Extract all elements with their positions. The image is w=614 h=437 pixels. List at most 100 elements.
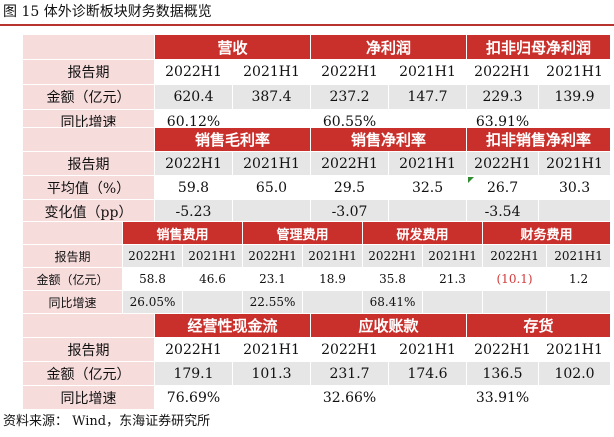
cell-comment-marker-icon	[468, 177, 475, 183]
value-cell: 237.2	[310, 84, 390, 110]
header-inventory: 存货	[466, 313, 612, 338]
header-rd-expense: 研发费用	[362, 221, 484, 245]
header-receivables: 应收账款	[310, 313, 468, 338]
period-cell: 2021H1	[231, 59, 312, 85]
value-cell: 101.3	[231, 361, 312, 386]
header-revenue: 营收	[153, 34, 312, 60]
period-cell: 2022H1	[310, 151, 390, 176]
value-cell: 65.0	[231, 175, 312, 200]
header-blank-cell	[22, 313, 155, 338]
period-cell: 2021H1	[422, 244, 484, 268]
change-cell: -5.23	[154, 199, 233, 224]
table-row: 报告期 2022H1 2021H1 2022H1 2021H1 2022H1 2…	[22, 337, 612, 362]
margin-table: 销售毛利率 销售净利率 扣非销售净利率 报告期 2022H1 2021H1 20…	[22, 127, 612, 224]
value-cell: 35.8	[362, 267, 424, 291]
value-cell: 23.1	[242, 267, 304, 291]
row-label: 金额（亿元）	[22, 267, 123, 291]
change-cell: -3.54	[466, 199, 540, 224]
period-cell: 2022H1	[154, 151, 233, 176]
value-cell: 26.7	[466, 175, 540, 200]
table-row: 同比增速 26.05% 22.55% 68.41%	[22, 290, 612, 314]
value-cell: 231.7	[310, 361, 390, 386]
period-cell: 2021H1	[388, 151, 468, 176]
table-row: 报告期 2022H1 2021H1 2022H1 2021H1 2022H1 2…	[22, 151, 612, 176]
period-cell: 2022H1	[482, 244, 548, 268]
period-cell: 2021H1	[231, 337, 312, 362]
value-cell: 136.5	[466, 361, 540, 386]
value-cell: 59.8	[154, 175, 233, 200]
row-label: 报告期	[22, 151, 155, 176]
value-cell: 229.3	[466, 84, 540, 110]
table-row: 销售费用 管理费用 研发费用 财务费用	[22, 221, 612, 245]
value-cell: 18.9	[302, 267, 364, 291]
figure-title: 图 15 体外诊断板块财务数据概览	[3, 4, 212, 20]
header-deducted-net-profit: 扣非归母净利润	[466, 34, 612, 60]
row-label: 报告期	[22, 59, 155, 85]
value-cell: 29.5	[310, 175, 390, 200]
header-finance-expense: 财务费用	[482, 221, 612, 245]
table-row: 营收 净利润 扣非归母净利润	[22, 34, 612, 60]
value-cell: 620.4	[154, 84, 233, 110]
value-cell: 32.5	[388, 175, 468, 200]
header-net-profit: 净利润	[310, 34, 468, 60]
table-row: 销售毛利率 销售净利率 扣非销售净利率	[22, 127, 612, 152]
growth-cell: 33.91%	[466, 385, 540, 410]
period-cell: 2021H1	[388, 337, 468, 362]
header-selling-expense: 销售费用	[121, 221, 244, 245]
period-cell: 2022H1	[154, 337, 233, 362]
table-row: 金额（亿元） 179.1 101.3 231.7 174.6 136.5 102…	[22, 361, 612, 386]
empty-cell	[422, 290, 484, 314]
period-cell: 2022H1	[466, 337, 540, 362]
value-cell: 21.3	[422, 267, 484, 291]
empty-cell	[302, 290, 364, 314]
period-cell: 2022H1	[242, 244, 304, 268]
empty-cell	[538, 199, 612, 224]
header-blank-cell	[22, 34, 155, 60]
row-label: 金额（亿元）	[22, 361, 155, 386]
row-label: 平均值（%）	[22, 175, 155, 200]
header-gross-margin: 销售毛利率	[153, 127, 312, 152]
empty-cell	[388, 199, 468, 224]
period-cell: 2021H1	[538, 59, 612, 85]
table-row: 变化值（pp） -5.23 -3.07 -3.54	[22, 199, 612, 224]
growth-cell: 76.69%	[154, 385, 233, 410]
period-cell: 2022H1	[122, 244, 183, 268]
growth-cell: 22.55%	[242, 290, 304, 314]
empty-cell	[181, 290, 244, 314]
value-cell: 46.6	[181, 267, 244, 291]
period-cell: 2022H1	[154, 59, 233, 85]
period-cell: 2021H1	[546, 244, 612, 268]
row-label: 报告期	[22, 244, 123, 268]
header-blank-cell	[22, 127, 155, 152]
revenue-profit-table: 营收 净利润 扣非归母净利润 报告期 2022H1 2021H1 2022H1 …	[22, 34, 612, 135]
table-row: 报告期 2022H1 2021H1 2022H1 2021H1 2022H1 2…	[22, 59, 612, 85]
table-row: 同比增速 76.69% 32.66% 33.91%	[22, 385, 612, 410]
period-cell: 2022H1	[362, 244, 424, 268]
value-cell: 30.3	[538, 175, 612, 200]
period-cell: 2021H1	[538, 337, 612, 362]
cashflow-table: 经营性现金流 应收账款 存货 报告期 2022H1 2021H1 2022H1 …	[22, 313, 612, 410]
growth-cell: 32.66%	[310, 385, 390, 410]
title-rule	[0, 24, 614, 26]
value-cell: 147.7	[388, 84, 468, 110]
period-cell: 2022H1	[310, 59, 390, 85]
value-cell: 58.8	[122, 267, 183, 291]
period-cell: 2021H1	[181, 244, 244, 268]
row-label: 同比增速	[22, 385, 155, 410]
row-label: 金额（亿元）	[22, 84, 155, 110]
empty-cell	[546, 290, 612, 314]
row-label: 报告期	[22, 337, 155, 362]
value-cell: 179.1	[154, 361, 233, 386]
period-cell: 2021H1	[231, 151, 312, 176]
row-label: 变化值（pp）	[22, 199, 155, 224]
period-cell: 2021H1	[302, 244, 364, 268]
row-label: 同比增速	[22, 290, 123, 314]
period-cell: 2021H1	[388, 59, 468, 85]
empty-cell	[231, 199, 312, 224]
value-cell: 174.6	[388, 361, 468, 386]
header-deducted-net-margin: 扣非销售净利率	[466, 127, 612, 152]
empty-cell	[538, 385, 612, 410]
period-cell: 2022H1	[310, 337, 390, 362]
header-blank-cell	[22, 221, 123, 245]
period-cell: 2022H1	[466, 59, 540, 85]
